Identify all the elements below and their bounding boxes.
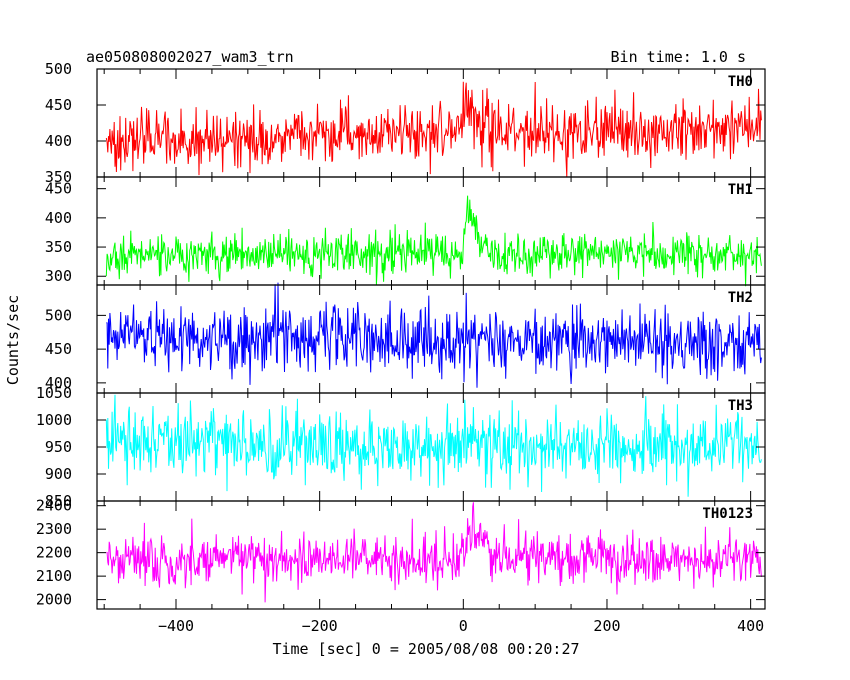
panels-group: 350 400 450 500 TH0 300 350 400 450 TH1 400 450 500 T… <box>36 60 766 635</box>
x-tick-label: 200 <box>593 617 620 635</box>
y-axis-title: Counts/sec <box>4 295 22 385</box>
series-line-th1 <box>105 195 762 287</box>
panel-label-th1: TH1 <box>728 182 753 198</box>
x-tick-label: −400 <box>158 617 194 635</box>
panel-frame-th0123 <box>96 500 766 610</box>
y-tick-label: 2200 <box>36 544 72 562</box>
bin-time-label: Bin time: 1.0 s <box>611 48 746 66</box>
y-tick-label: 2000 <box>36 591 72 609</box>
panel-label-th0: TH0 <box>728 74 753 90</box>
chart-title: ae050808002027_wam3_trn <box>86 48 294 66</box>
x-tick-label: −200 <box>302 617 338 635</box>
series-line-th2 <box>106 282 762 388</box>
y-tick-label: 2300 <box>36 520 72 538</box>
y-tick-label: 300 <box>45 267 72 285</box>
y-tick-label: 450 <box>45 180 72 198</box>
y-tick-label: 2100 <box>36 567 72 585</box>
y-tick-label: 350 <box>45 168 72 186</box>
panel-label-th3: TH3 <box>728 398 753 414</box>
x-axis-title: Time [sec] 0 = 2005/08/08 00:20:27 <box>272 640 579 658</box>
y-tick-label: 850 <box>45 492 72 510</box>
panel-label-th2: TH2 <box>728 290 753 306</box>
x-tick-label: 400 <box>737 617 764 635</box>
y-tick-label: 500 <box>45 60 72 78</box>
y-tick-label: 400 <box>45 374 72 392</box>
series-line-th0123 <box>106 502 762 603</box>
series-line-th3 <box>105 394 762 497</box>
y-tick-label: 1050 <box>36 384 72 402</box>
y-tick-label: 450 <box>45 96 72 114</box>
y-tick-label: 900 <box>45 465 72 483</box>
y-tick-label: 1000 <box>36 411 72 429</box>
x-tick-label: 0 <box>459 617 468 635</box>
y-tick-label: 500 <box>45 306 72 324</box>
y-tick-label: 400 <box>45 132 72 150</box>
y-tick-label: 400 <box>45 209 72 227</box>
y-tick-label: 350 <box>45 238 72 256</box>
series-line-th0 <box>105 81 762 178</box>
panel-label-th0123: TH0123 <box>702 506 753 522</box>
y-tick-label: 450 <box>45 340 72 358</box>
y-tick-label: 2400 <box>36 497 72 515</box>
y-tick-label: 950 <box>45 438 72 456</box>
